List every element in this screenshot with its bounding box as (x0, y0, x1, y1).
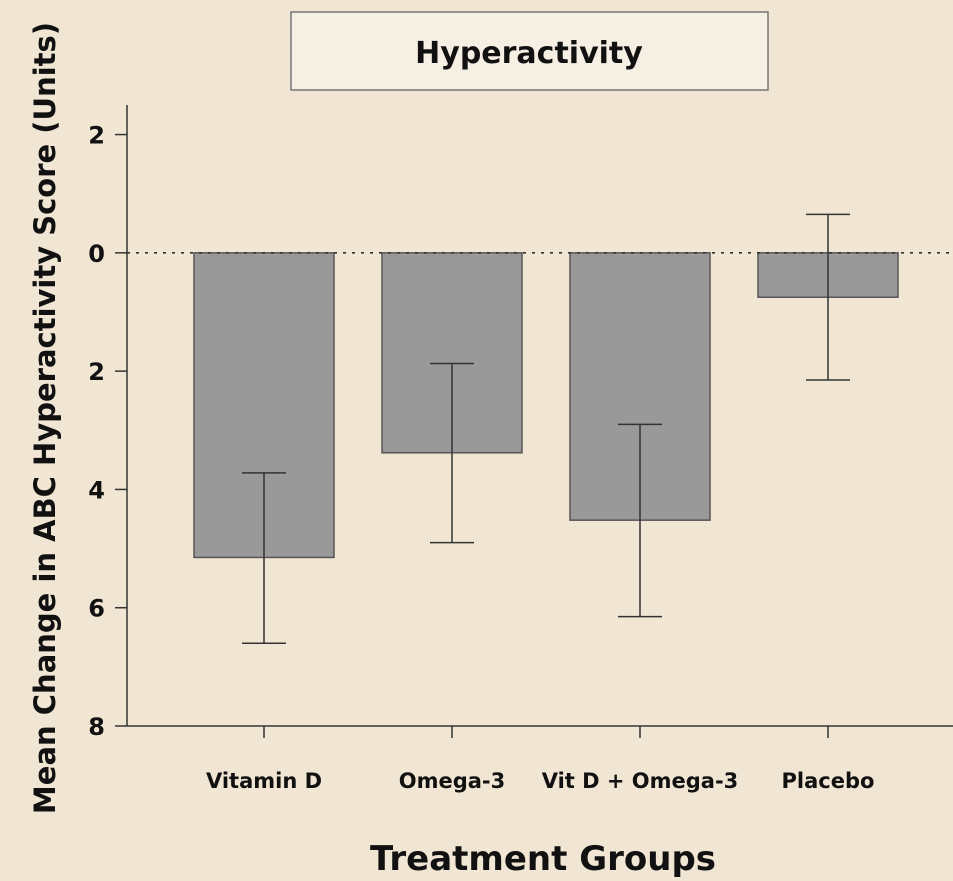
x-category-label: Vit D + Omega-3 (542, 769, 739, 793)
y-tick-label: 4 (88, 476, 105, 504)
y-tick-label: 2 (88, 122, 105, 150)
y-ticks: 2 0 2 4 6 8 (88, 122, 127, 741)
title-box (290, 11, 769, 91)
x-category-label: Omega-3 (399, 769, 506, 793)
error-bars (242, 213, 850, 644)
bars (193, 252, 899, 559)
y-tick-label: 2 (88, 358, 105, 386)
x-category-labels: Vitamin D Omega-3 Vit D + Omega-3 Placebo (206, 726, 875, 793)
chart-title: Hyperactivity (415, 36, 643, 71)
x-category-label: Vitamin D (206, 769, 322, 793)
x-category-label: Placebo (782, 769, 875, 793)
y-tick-label: 6 (88, 595, 105, 623)
y-tick-label: 0 (88, 240, 105, 268)
x-axis-title: Treatment Groups (370, 839, 716, 879)
y-tick-label: 8 (88, 713, 105, 741)
y-axis-title: Mean Change in ABC Hyperactivity Score (… (28, 22, 62, 814)
